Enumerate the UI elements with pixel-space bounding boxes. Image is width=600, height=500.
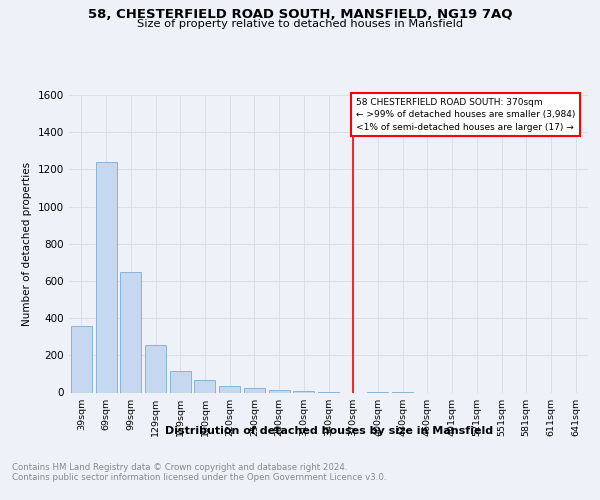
Bar bbox=[71, 326, 92, 392]
Text: Contains HM Land Registry data © Crown copyright and database right 2024.
Contai: Contains HM Land Registry data © Crown c… bbox=[12, 462, 386, 482]
Text: 58 CHESTERFIELD ROAD SOUTH: 370sqm
← >99% of detached houses are smaller (3,984): 58 CHESTERFIELD ROAD SOUTH: 370sqm ← >99… bbox=[356, 98, 575, 132]
Bar bbox=[244, 388, 265, 392]
Bar bbox=[120, 272, 141, 392]
Bar bbox=[170, 372, 191, 392]
Text: 58, CHESTERFIELD ROAD SOUTH, MANSFIELD, NG19 7AQ: 58, CHESTERFIELD ROAD SOUTH, MANSFIELD, … bbox=[88, 8, 512, 20]
Y-axis label: Number of detached properties: Number of detached properties bbox=[22, 162, 32, 326]
Bar bbox=[145, 345, 166, 393]
Bar bbox=[269, 390, 290, 392]
Text: Size of property relative to detached houses in Mansfield: Size of property relative to detached ho… bbox=[137, 19, 463, 29]
Text: Distribution of detached houses by size in Mansfield: Distribution of detached houses by size … bbox=[165, 426, 493, 436]
Bar bbox=[219, 386, 240, 392]
Bar bbox=[293, 391, 314, 392]
Bar bbox=[194, 380, 215, 392]
Bar bbox=[95, 162, 116, 392]
